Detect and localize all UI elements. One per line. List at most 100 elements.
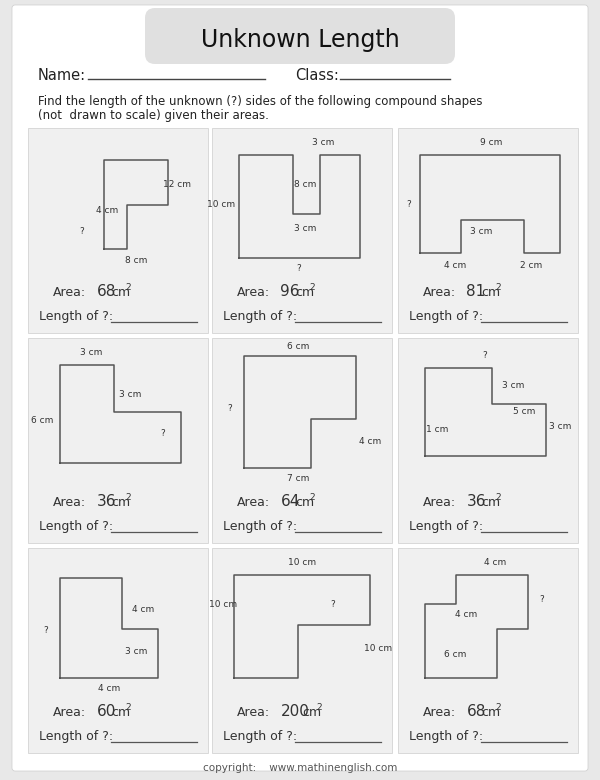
Text: 6 cm: 6 cm xyxy=(287,342,310,351)
Text: 9 cm: 9 cm xyxy=(481,138,503,147)
Text: 4 cm: 4 cm xyxy=(98,684,120,693)
Bar xyxy=(398,548,578,753)
Text: 8 cm: 8 cm xyxy=(125,257,147,265)
Text: 2: 2 xyxy=(496,703,501,711)
Text: Find the length of the unknown (?) sides of the following compound shapes: Find the length of the unknown (?) sides… xyxy=(38,95,482,108)
Text: ?: ? xyxy=(80,227,85,236)
Text: ?: ? xyxy=(161,430,166,438)
Text: 8 cm: 8 cm xyxy=(295,179,317,189)
FancyBboxPatch shape xyxy=(145,8,455,64)
Text: cm: cm xyxy=(295,495,314,509)
Text: 4 cm: 4 cm xyxy=(132,605,154,615)
Text: Area:: Area: xyxy=(52,705,86,718)
Text: ?: ? xyxy=(330,600,335,608)
Text: 4 cm: 4 cm xyxy=(484,558,506,567)
Text: 10 cm: 10 cm xyxy=(209,600,237,608)
Text: 3 cm: 3 cm xyxy=(80,348,102,357)
Text: 10 cm: 10 cm xyxy=(364,644,392,653)
Text: cm: cm xyxy=(302,705,321,718)
Text: 12 cm: 12 cm xyxy=(163,179,191,189)
Text: 2: 2 xyxy=(125,703,131,711)
Text: cm: cm xyxy=(481,495,500,509)
Text: 2: 2 xyxy=(310,282,315,292)
Text: ?: ? xyxy=(296,264,301,273)
Text: ?: ? xyxy=(227,404,232,413)
Text: 2: 2 xyxy=(496,282,501,292)
Text: Length of ?:: Length of ?: xyxy=(409,520,483,533)
Text: 6 cm: 6 cm xyxy=(31,417,53,425)
Text: 68: 68 xyxy=(466,704,486,719)
Text: 2: 2 xyxy=(316,703,322,711)
Text: Length of ?:: Length of ?: xyxy=(409,310,483,323)
Text: 2: 2 xyxy=(310,492,315,502)
Text: 7 cm: 7 cm xyxy=(287,473,310,483)
Text: Area:: Area: xyxy=(236,705,269,718)
Text: ?: ? xyxy=(406,200,411,209)
Text: (not  drawn to scale) given their areas.: (not drawn to scale) given their areas. xyxy=(38,108,269,122)
Text: 2: 2 xyxy=(496,492,501,502)
Text: ?: ? xyxy=(539,595,544,604)
Bar xyxy=(398,128,578,333)
Text: 36: 36 xyxy=(97,495,116,509)
Text: 36: 36 xyxy=(466,495,486,509)
Bar xyxy=(28,338,208,543)
Text: cm: cm xyxy=(112,705,131,718)
Text: 4 cm: 4 cm xyxy=(96,206,118,215)
Text: Area:: Area: xyxy=(422,705,455,718)
Text: 200: 200 xyxy=(280,704,309,719)
Text: 60: 60 xyxy=(97,704,116,719)
Text: 96: 96 xyxy=(280,285,300,300)
Text: 4 cm: 4 cm xyxy=(445,261,467,270)
Text: Area:: Area: xyxy=(422,495,455,509)
Bar xyxy=(28,548,208,753)
Text: 4 cm: 4 cm xyxy=(359,437,382,446)
Text: Length of ?:: Length of ?: xyxy=(409,730,483,743)
Text: ?: ? xyxy=(482,351,487,360)
Text: cm: cm xyxy=(112,495,131,509)
Text: 2: 2 xyxy=(125,492,131,502)
Text: Area:: Area: xyxy=(52,495,86,509)
Text: 5 cm: 5 cm xyxy=(513,407,535,417)
Text: ?: ? xyxy=(44,626,49,635)
Text: copyright:    www.mathinenglish.com: copyright: www.mathinenglish.com xyxy=(203,763,397,773)
Text: 6 cm: 6 cm xyxy=(445,650,467,659)
Text: 10 cm: 10 cm xyxy=(288,558,316,567)
Bar xyxy=(212,548,392,753)
Text: Length of ?:: Length of ?: xyxy=(223,730,297,743)
Text: Length of ?:: Length of ?: xyxy=(39,520,113,533)
Text: Class:: Class: xyxy=(295,68,339,83)
Bar xyxy=(212,338,392,543)
Text: 3 cm: 3 cm xyxy=(470,227,492,236)
Text: Area:: Area: xyxy=(422,285,455,299)
Text: Area:: Area: xyxy=(52,285,86,299)
Text: 68: 68 xyxy=(97,285,116,300)
Bar xyxy=(398,338,578,543)
Text: Length of ?:: Length of ?: xyxy=(39,730,113,743)
Text: 3 cm: 3 cm xyxy=(502,381,524,390)
Text: 1 cm: 1 cm xyxy=(427,425,449,434)
Text: Length of ?:: Length of ?: xyxy=(223,520,297,533)
Text: Unknown Length: Unknown Length xyxy=(200,28,400,52)
Text: Length of ?:: Length of ?: xyxy=(39,310,113,323)
Text: 64: 64 xyxy=(280,495,300,509)
Text: 3 cm: 3 cm xyxy=(125,647,147,656)
Text: Name:: Name: xyxy=(38,68,86,83)
Text: Area:: Area: xyxy=(236,495,269,509)
Text: cm: cm xyxy=(295,285,314,299)
Text: cm: cm xyxy=(481,705,500,718)
Text: 81: 81 xyxy=(466,285,485,300)
Text: Area:: Area: xyxy=(236,285,269,299)
Text: 3 cm: 3 cm xyxy=(119,389,142,399)
Text: 3 cm: 3 cm xyxy=(295,224,317,233)
FancyBboxPatch shape xyxy=(12,5,588,771)
Text: 3 cm: 3 cm xyxy=(549,422,571,431)
Text: 2: 2 xyxy=(125,282,131,292)
Text: 2 cm: 2 cm xyxy=(520,261,542,270)
Bar xyxy=(28,128,208,333)
Bar xyxy=(212,128,392,333)
Text: Length of ?:: Length of ?: xyxy=(223,310,297,323)
Text: 3 cm: 3 cm xyxy=(313,138,335,147)
Text: cm: cm xyxy=(112,285,131,299)
Text: 4 cm: 4 cm xyxy=(455,610,478,619)
Text: 10 cm: 10 cm xyxy=(207,200,235,209)
